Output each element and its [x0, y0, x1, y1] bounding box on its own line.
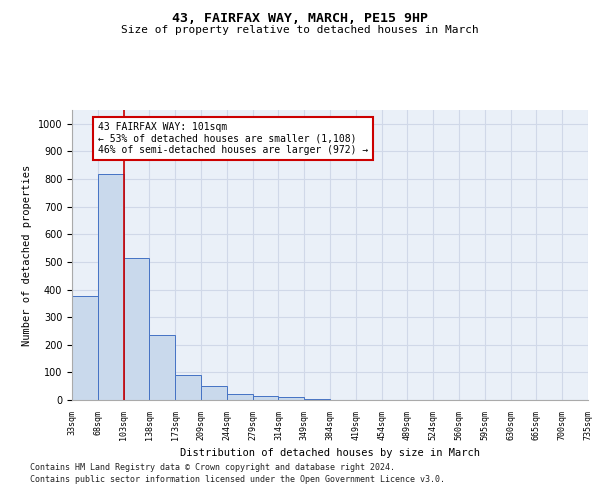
- X-axis label: Distribution of detached houses by size in March: Distribution of detached houses by size …: [180, 448, 480, 458]
- Bar: [72, 296, 98, 400]
- Bar: [201, 386, 227, 400]
- Bar: [227, 394, 253, 400]
- Text: Contains public sector information licensed under the Open Government Licence v3: Contains public sector information licen…: [30, 475, 445, 484]
- Bar: [149, 334, 175, 400]
- Text: Contains HM Land Registry data © Crown copyright and database right 2024.: Contains HM Land Registry data © Crown c…: [30, 462, 395, 471]
- Y-axis label: Number of detached properties: Number of detached properties: [22, 164, 32, 346]
- Bar: [278, 397, 304, 400]
- Bar: [124, 258, 149, 400]
- Bar: [98, 174, 124, 400]
- Text: 43, FAIRFAX WAY, MARCH, PE15 9HP: 43, FAIRFAX WAY, MARCH, PE15 9HP: [172, 12, 428, 26]
- Text: Size of property relative to detached houses in March: Size of property relative to detached ho…: [121, 25, 479, 35]
- Text: 43 FAIRFAX WAY: 101sqm
← 53% of detached houses are smaller (1,108)
46% of semi-: 43 FAIRFAX WAY: 101sqm ← 53% of detached…: [98, 122, 368, 155]
- Bar: [253, 396, 278, 400]
- Bar: [304, 398, 330, 400]
- Bar: [175, 375, 201, 400]
